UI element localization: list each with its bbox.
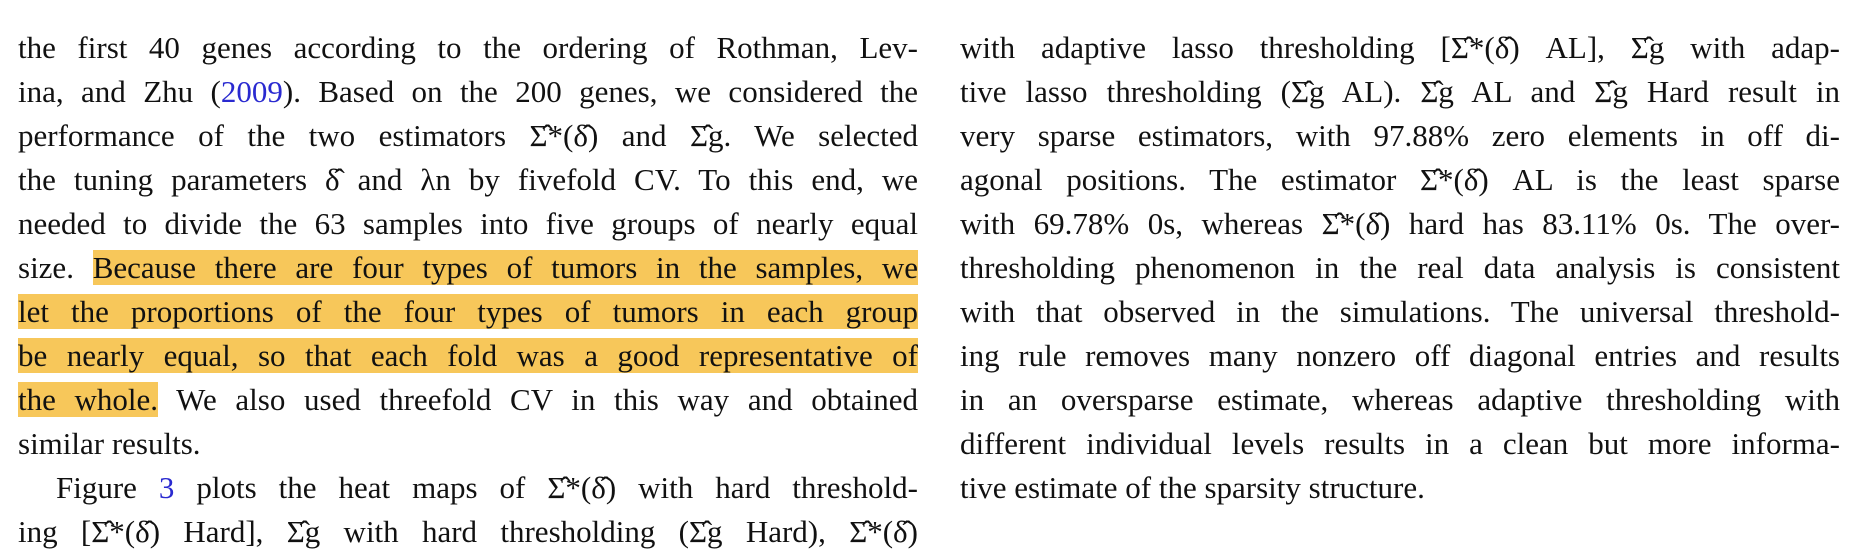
body-text: Figure — [56, 470, 159, 505]
left-column-line: the first 40 genes according to the orde… — [18, 26, 918, 70]
body-text: ina, and Zhu ( — [18, 74, 221, 109]
body-text: tive estimate of the sparsity structure. — [960, 470, 1425, 505]
body-text: with 69.78% 0s, whereas Σ̂*(δ̂) hard has… — [960, 206, 1840, 241]
body-text: thresholding phenomenon in the real data… — [960, 250, 1840, 285]
body-text: We also used threefold CV in this way an… — [158, 382, 918, 417]
left-column-line: performance of the two estimators Σ̂*(δ̂… — [18, 114, 918, 158]
left-column-line: size. Because there are four types of tu… — [18, 246, 918, 290]
right-column-line: tive estimate of the sparsity structure. — [960, 466, 1840, 510]
left-column-line: similar results. — [18, 422, 918, 466]
right-column-line: with adaptive lasso thresholding [Σ̂*(δ̂… — [960, 26, 1840, 70]
left-column-line: the whole. We also used threefold CV in … — [18, 378, 918, 422]
body-text: with that observed in the simulations. T… — [960, 294, 1840, 329]
body-text: ing rule removes many nonzero off diagon… — [960, 338, 1840, 373]
right-column-line: with 69.78% 0s, whereas Σ̂*(δ̂) hard has… — [960, 202, 1840, 246]
right-column-line: ing rule removes many nonzero off diagon… — [960, 334, 1840, 378]
body-text: agonal positions. The estimator Σ̂*(δ̂) … — [960, 162, 1840, 197]
body-text: performance of the two estimators Σ̂*(δ̂… — [18, 118, 918, 153]
right-column-line: with that observed in the simulations. T… — [960, 290, 1840, 334]
left-column: the first 40 genes according to the orde… — [18, 26, 918, 554]
body-text: needed to divide the 63 samples into fiv… — [18, 206, 918, 241]
right-column-line: different individual levels results in a… — [960, 422, 1840, 466]
body-text: tive lasso thresholding (Σ̂g AL). Σ̂g AL… — [960, 74, 1840, 109]
paper-page: the first 40 genes according to the orde… — [18, 26, 1840, 549]
highlighted-text: be nearly equal, so that each fold was a… — [18, 338, 918, 373]
right-column: with adaptive lasso thresholding [Σ̂*(δ̂… — [960, 26, 1840, 510]
body-text: ing [Σ̂*(δ̂) Hard], Σ̂g with hard thresh… — [18, 514, 918, 549]
right-column-line: agonal positions. The estimator Σ̂*(δ̂) … — [960, 158, 1840, 202]
right-column-line: very sparse estimators, with 97.88% zero… — [960, 114, 1840, 158]
left-column-line: needed to divide the 63 samples into fiv… — [18, 202, 918, 246]
right-column-line: tive lasso thresholding (Σ̂g AL). Σ̂g AL… — [960, 70, 1840, 114]
citation-link[interactable]: 2009 — [220, 74, 283, 109]
highlighted-text: let the proportions of the four types of… — [18, 294, 918, 329]
left-column-line: be nearly equal, so that each fold was a… — [18, 334, 918, 378]
highlighted-text: Because there are four types of tumors i… — [92, 250, 918, 285]
left-column-line: the tuning parameters δ̂ and λn by fivef… — [18, 158, 918, 202]
citation-link[interactable]: 3 — [158, 470, 175, 505]
left-column-line: ing [Σ̂*(δ̂) Hard], Σ̂g with hard thresh… — [18, 510, 918, 554]
highlighted-text: the whole. — [18, 382, 159, 417]
body-text: the first 40 genes according to the orde… — [18, 30, 918, 65]
body-text: the tuning parameters δ̂ and λn by fivef… — [18, 162, 918, 197]
left-column-line: ina, and Zhu (2009). Based on the 200 ge… — [18, 70, 918, 114]
body-text: plots the heat maps of Σ̂*(δ̂) with hard… — [174, 470, 918, 505]
body-text: ). Based on the 200 genes, we considered… — [282, 74, 918, 109]
body-text: in an oversparse estimate, whereas adapt… — [960, 382, 1840, 417]
body-text: very sparse estimators, with 97.88% zero… — [960, 118, 1840, 153]
body-text: different individual levels results in a… — [960, 426, 1840, 461]
left-column-line: Figure 3 plots the heat maps of Σ̂*(δ̂) … — [18, 466, 918, 510]
body-text: size. — [18, 250, 93, 285]
body-text: with adaptive lasso thresholding [Σ̂*(δ̂… — [960, 30, 1840, 65]
right-column-line: in an oversparse estimate, whereas adapt… — [960, 378, 1840, 422]
right-column-line: thresholding phenomenon in the real data… — [960, 246, 1840, 290]
left-column-line: let the proportions of the four types of… — [18, 290, 918, 334]
body-text: similar results. — [18, 426, 201, 461]
